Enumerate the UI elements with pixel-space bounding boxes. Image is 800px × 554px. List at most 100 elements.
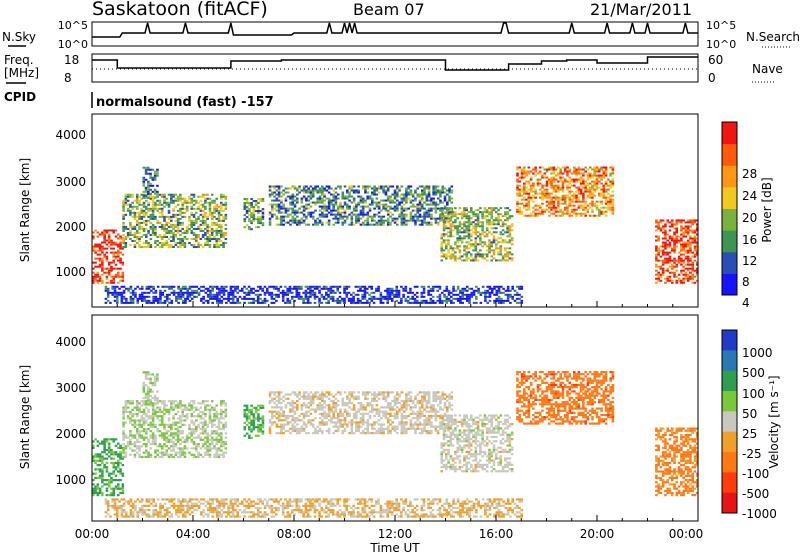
power-cell (134, 295, 137, 298)
power-cell (405, 207, 408, 210)
power-cell (377, 289, 380, 292)
velocity-cell (176, 425, 180, 429)
power-cell (254, 289, 258, 292)
power-cell (518, 287, 521, 290)
power-cell (604, 190, 608, 193)
power-cell (201, 195, 205, 198)
power-cell (548, 214, 551, 217)
power-cell (474, 253, 478, 256)
power-cell (548, 192, 551, 195)
power-cell (430, 209, 433, 212)
power-cbar-label: Power [dB] (760, 177, 774, 242)
power-cell (309, 193, 313, 196)
power-cell (323, 205, 326, 208)
power-cell (445, 295, 449, 298)
power-cell (440, 237, 444, 240)
power-cell (511, 297, 514, 300)
power-cell (447, 207, 450, 210)
velocity-cell (183, 404, 187, 407)
power-cell (598, 174, 601, 177)
power-cell (348, 207, 351, 210)
power-cell (343, 215, 347, 218)
power-cell (126, 235, 130, 238)
power-cell (305, 215, 308, 218)
power-cell (346, 207, 349, 210)
velocity-cell (122, 423, 125, 426)
power-cell (96, 273, 100, 276)
velocity-cell (112, 472, 116, 475)
power-cell (307, 207, 310, 210)
velocity-cell (112, 494, 116, 497)
power-cell (554, 194, 558, 197)
power-cell (474, 255, 478, 258)
power-cell (598, 176, 601, 179)
power-cell (402, 219, 406, 222)
velocity-cell (142, 417, 146, 420)
freq-line (92, 56, 698, 71)
power-cell (346, 205, 349, 208)
power-cell (286, 187, 290, 190)
power-cell (598, 194, 601, 197)
power-cell (673, 243, 676, 246)
power-cell (190, 291, 194, 294)
power-cell (411, 209, 415, 212)
power-cell (181, 291, 185, 294)
power-cell (197, 291, 201, 294)
power-cell (420, 293, 424, 296)
power-cell (286, 299, 289, 302)
power-cell (220, 291, 224, 294)
power-cell (501, 229, 505, 232)
power-cell (584, 206, 587, 209)
velocity-cell (190, 447, 194, 450)
velocity-cell (142, 455, 146, 459)
power-cell (236, 291, 240, 294)
power-cell (695, 249, 699, 252)
velocity-cell (167, 412, 171, 416)
power-cell (469, 245, 473, 248)
power-cell (170, 299, 174, 302)
velocity-cell (172, 434, 175, 437)
power-cell (579, 184, 583, 187)
power-cell (609, 180, 612, 183)
power-cell (325, 285, 328, 288)
velocity-cell (138, 447, 141, 450)
power-cell (318, 197, 322, 200)
power-cell (220, 289, 224, 292)
power-cell (229, 301, 233, 304)
power-cell (151, 225, 155, 228)
power-cell (293, 213, 297, 216)
velocity-cell (110, 479, 113, 482)
power-cell (400, 217, 404, 220)
power-cell (304, 285, 308, 288)
power-cell (313, 285, 317, 288)
power-cell (147, 215, 150, 218)
power-cell (363, 301, 367, 304)
power-cell (126, 193, 130, 196)
velocity-cell (151, 425, 155, 429)
velocity-cell (179, 415, 182, 418)
power-cell (213, 223, 216, 226)
power-cell (402, 197, 406, 200)
power-cell (404, 297, 408, 300)
power-cell (497, 291, 501, 294)
power-cell (373, 187, 376, 190)
power-cell (691, 261, 695, 264)
power-cell (456, 297, 460, 300)
power-cell (318, 187, 322, 190)
power-cell (570, 190, 574, 193)
power-cell (472, 249, 475, 252)
velocity-cell (126, 406, 130, 409)
power-cell (501, 233, 505, 236)
power-cell (135, 201, 139, 204)
velocity-cell (110, 451, 113, 454)
power-cell (201, 193, 205, 196)
power-cell (409, 201, 413, 204)
power-cell (525, 190, 528, 193)
power-cell (300, 221, 304, 224)
power-cell (217, 246, 221, 249)
power-cell (227, 291, 230, 294)
power-cell (172, 193, 175, 196)
velocity-cell (204, 443, 207, 446)
power-cell (427, 223, 431, 226)
power-cell (454, 289, 458, 292)
